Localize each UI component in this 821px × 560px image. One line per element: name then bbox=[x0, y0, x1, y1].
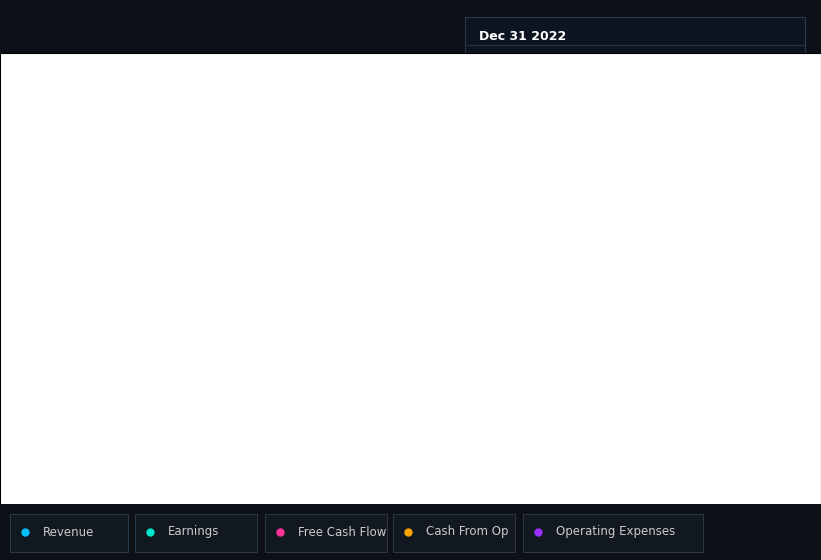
Text: /yr: /yr bbox=[754, 143, 768, 153]
Text: US$2b: US$2b bbox=[16, 119, 53, 132]
Text: Earnings: Earnings bbox=[167, 525, 219, 539]
Text: /yr: /yr bbox=[782, 125, 796, 136]
Text: US$1.244b: US$1.244b bbox=[621, 143, 690, 153]
Text: Earnings: Earnings bbox=[475, 74, 521, 85]
Text: Revenue: Revenue bbox=[475, 56, 521, 66]
Text: Operating Expenses: Operating Expenses bbox=[475, 143, 580, 153]
Text: /yr: /yr bbox=[782, 74, 796, 85]
Text: US$478.620m: US$478.620m bbox=[621, 125, 709, 136]
Text: Revenue: Revenue bbox=[43, 525, 94, 539]
Text: 16.9%: 16.9% bbox=[621, 88, 660, 99]
Text: Free Cash Flow: Free Cash Flow bbox=[298, 525, 386, 539]
Text: US$384.877m: US$384.877m bbox=[621, 107, 709, 117]
FancyBboxPatch shape bbox=[393, 514, 515, 552]
Text: US$369.453m: US$369.453m bbox=[621, 74, 709, 85]
Text: Operating Expenses: Operating Expenses bbox=[556, 525, 675, 539]
Text: Cash From Op: Cash From Op bbox=[475, 125, 548, 136]
Text: /yr: /yr bbox=[782, 107, 796, 117]
FancyBboxPatch shape bbox=[135, 514, 257, 552]
Text: Free Cash Flow: Free Cash Flow bbox=[475, 107, 553, 117]
Text: /yr: /yr bbox=[754, 56, 768, 66]
FancyBboxPatch shape bbox=[10, 514, 128, 552]
FancyBboxPatch shape bbox=[265, 514, 387, 552]
Text: US$0: US$0 bbox=[23, 489, 53, 502]
Text: US$2.182b: US$2.182b bbox=[621, 56, 690, 66]
Text: Dec 31 2022: Dec 31 2022 bbox=[479, 30, 566, 43]
Text: profit margin: profit margin bbox=[696, 88, 764, 99]
Text: Cash From Op: Cash From Op bbox=[426, 525, 508, 539]
FancyBboxPatch shape bbox=[523, 514, 703, 552]
